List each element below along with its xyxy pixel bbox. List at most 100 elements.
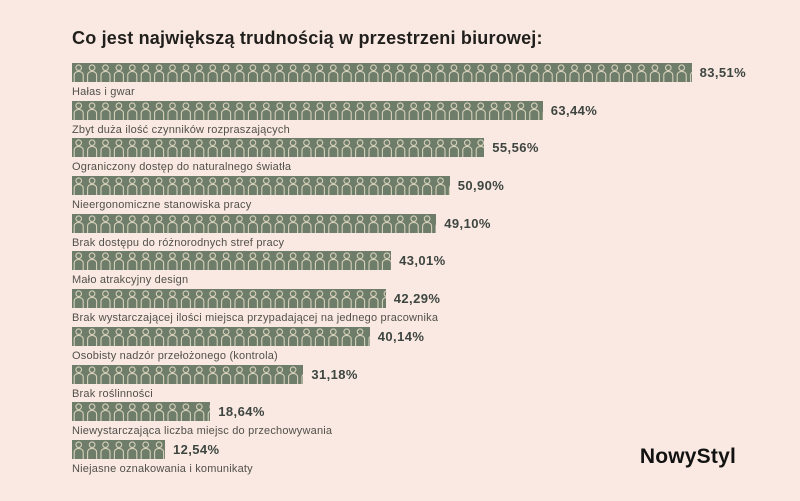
person-head-icon bbox=[530, 64, 538, 72]
person-head-icon bbox=[75, 441, 83, 448]
bar-line: 83,51% bbox=[72, 63, 800, 82]
person-head-icon bbox=[356, 290, 364, 298]
person-head-icon bbox=[236, 64, 243, 72]
person-body-icon bbox=[328, 221, 339, 233]
bar-category-label: Brak dostępu do różnorodnych stref pracy bbox=[72, 236, 285, 249]
bar-line: 18,64% bbox=[72, 402, 800, 422]
person-head-icon bbox=[75, 215, 83, 222]
person-body-icon bbox=[261, 334, 272, 346]
person-head-icon bbox=[383, 102, 391, 109]
person-body-icon bbox=[422, 108, 433, 120]
person-body-icon bbox=[636, 70, 647, 82]
person-body-icon bbox=[221, 183, 232, 196]
person-body-icon bbox=[288, 296, 299, 309]
person-head-icon bbox=[410, 139, 418, 147]
person-head-icon bbox=[396, 64, 404, 72]
person-body-icon bbox=[140, 146, 151, 158]
person-body-icon bbox=[395, 146, 406, 158]
person-body-icon bbox=[87, 372, 98, 384]
people-icons bbox=[73, 215, 437, 233]
person-body-icon bbox=[408, 221, 419, 233]
person-body-icon bbox=[194, 108, 205, 120]
person-head-icon bbox=[289, 64, 297, 72]
person-body-icon bbox=[180, 296, 191, 309]
chart-row: 55,56% Ograniczony dostęp do naturalnego … bbox=[72, 138, 800, 176]
person-head-icon bbox=[142, 290, 150, 298]
person-body-icon bbox=[381, 146, 392, 158]
person-head-icon bbox=[343, 328, 351, 335]
person-body-icon bbox=[381, 108, 392, 120]
person-head-icon bbox=[437, 139, 444, 147]
person-head-icon bbox=[517, 102, 525, 109]
pictogram-bar bbox=[72, 439, 165, 459]
person-body-icon bbox=[113, 259, 124, 271]
person-head-icon bbox=[182, 252, 190, 260]
person-body-icon bbox=[154, 108, 165, 120]
person-head-icon bbox=[276, 139, 284, 147]
person-body-icon bbox=[154, 447, 165, 459]
person-head-icon bbox=[329, 290, 337, 298]
person-body-icon bbox=[140, 70, 151, 82]
person-body-icon bbox=[140, 221, 151, 233]
person-body-icon bbox=[274, 146, 285, 158]
person-head-icon bbox=[383, 215, 391, 222]
person-head-icon bbox=[209, 365, 217, 373]
person-head-icon bbox=[195, 403, 203, 411]
person-head-icon bbox=[102, 328, 109, 335]
person-body-icon bbox=[609, 70, 620, 82]
person-body-icon bbox=[355, 70, 366, 82]
person-head-icon bbox=[169, 403, 176, 411]
person-head-icon bbox=[236, 290, 243, 298]
person-body-icon bbox=[234, 296, 245, 309]
person-body-icon bbox=[676, 70, 687, 82]
person-body-icon bbox=[247, 183, 258, 196]
person-body-icon bbox=[73, 183, 84, 196]
person-head-icon bbox=[249, 290, 257, 298]
pictogram-bar bbox=[72, 138, 485, 158]
person-head-icon bbox=[329, 139, 337, 147]
person-head-icon bbox=[115, 290, 123, 298]
person-body-icon bbox=[274, 70, 285, 82]
person-body-icon bbox=[502, 70, 513, 82]
person-body-icon bbox=[314, 146, 325, 158]
person-body-icon bbox=[113, 146, 124, 158]
person-body-icon bbox=[328, 70, 339, 82]
person-head-icon bbox=[423, 139, 431, 147]
person-head-icon bbox=[463, 139, 471, 147]
person-body-icon bbox=[154, 410, 165, 422]
person-body-icon bbox=[301, 259, 312, 271]
person-head-icon bbox=[530, 102, 538, 109]
person-body-icon bbox=[194, 334, 205, 346]
person-body-icon bbox=[167, 183, 178, 196]
person-body-icon bbox=[207, 108, 218, 120]
person-body-icon bbox=[355, 108, 366, 120]
person-head-icon bbox=[209, 328, 217, 335]
chart-row: 43,01% Mało atrakcyjny design bbox=[72, 251, 800, 289]
person-head-icon bbox=[544, 64, 552, 72]
person-head-icon bbox=[329, 177, 337, 185]
person-head-icon bbox=[195, 290, 203, 298]
person-head-icon bbox=[517, 64, 525, 72]
person-body-icon bbox=[274, 183, 285, 196]
person-head-icon bbox=[128, 177, 136, 185]
person-body-icon bbox=[288, 372, 299, 384]
bar-category-label: Niewystarczająca liczba miejsc do przech… bbox=[72, 425, 333, 438]
person-body-icon bbox=[663, 70, 674, 82]
person-body-icon bbox=[194, 372, 205, 384]
person-head-icon bbox=[316, 139, 324, 147]
person-head-icon bbox=[343, 215, 351, 222]
person-body-icon bbox=[100, 296, 111, 309]
person-body-icon bbox=[154, 70, 165, 82]
person-body-icon bbox=[301, 334, 312, 346]
person-head-icon bbox=[370, 252, 377, 260]
person-head-icon bbox=[222, 328, 230, 335]
person-body-icon bbox=[127, 447, 138, 459]
person-head-icon bbox=[195, 102, 203, 109]
person-body-icon bbox=[274, 108, 285, 120]
person-head-icon bbox=[678, 64, 686, 72]
person-head-icon bbox=[450, 139, 458, 147]
person-head-icon bbox=[343, 252, 351, 260]
person-body-icon bbox=[462, 146, 473, 158]
person-body-icon bbox=[194, 296, 205, 309]
person-body-icon bbox=[167, 70, 178, 82]
